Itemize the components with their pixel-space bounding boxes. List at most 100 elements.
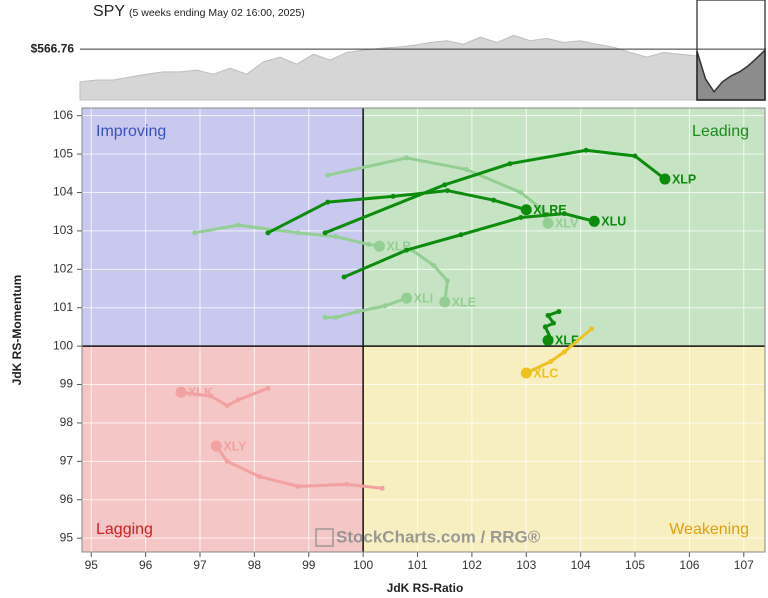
tail-point bbox=[390, 193, 396, 199]
last-value-label: $566.76 bbox=[31, 41, 75, 55]
tail-point bbox=[561, 211, 567, 217]
y-tick-label: 98 bbox=[60, 415, 74, 429]
tail-point bbox=[583, 147, 589, 153]
x-tick-label: 96 bbox=[139, 558, 153, 572]
tail-point bbox=[589, 326, 595, 332]
series-label: XLU bbox=[601, 215, 626, 229]
tail-point bbox=[325, 199, 331, 205]
y-tick-label: 100 bbox=[53, 338, 73, 352]
tail-point bbox=[632, 153, 638, 159]
tail-head bbox=[542, 217, 554, 229]
series-label: XLE bbox=[452, 295, 476, 309]
x-tick-label: 107 bbox=[734, 558, 754, 572]
quadrant-lagging bbox=[82, 346, 364, 552]
tail-point bbox=[444, 278, 450, 284]
tail-head bbox=[542, 334, 554, 346]
quadrant-label: Leading bbox=[692, 123, 749, 140]
tail-head bbox=[588, 215, 600, 227]
tail-line bbox=[524, 327, 594, 375]
tail-line bbox=[342, 212, 596, 279]
y-tick-label: 102 bbox=[53, 261, 73, 275]
series-label: XLI bbox=[414, 291, 433, 305]
tail-point bbox=[257, 474, 263, 480]
recent-box bbox=[696, 0, 766, 101]
quadrant-label: Lagging bbox=[96, 521, 153, 538]
tail-point bbox=[265, 385, 271, 391]
tail-point bbox=[379, 485, 385, 491]
x-tick-label: 103 bbox=[516, 558, 536, 572]
tail-point bbox=[458, 232, 464, 238]
tail-point bbox=[382, 303, 388, 309]
tail-point bbox=[224, 458, 230, 464]
quadrant-leading bbox=[363, 108, 765, 347]
tail-point bbox=[355, 309, 361, 315]
y-tick-label: 99 bbox=[60, 377, 74, 391]
tail-head bbox=[210, 440, 222, 452]
tail-point bbox=[235, 397, 241, 403]
x-tick-label: 98 bbox=[248, 558, 262, 572]
y-tick-label: 97 bbox=[60, 454, 74, 468]
x-tick-label: 97 bbox=[193, 558, 207, 572]
x-tick-label: 104 bbox=[571, 558, 591, 572]
tail-point bbox=[208, 393, 214, 399]
tail-head bbox=[520, 204, 532, 216]
tail-head bbox=[439, 296, 451, 308]
tail-point bbox=[556, 309, 562, 315]
x-tick-label: 99 bbox=[302, 558, 316, 572]
quadrant-weakening bbox=[363, 346, 765, 552]
y-tick-label: 96 bbox=[60, 492, 74, 506]
quadrant-label: Improving bbox=[96, 123, 166, 140]
x-tick-label: 106 bbox=[679, 558, 699, 572]
x-tick-label: 101 bbox=[408, 558, 428, 572]
rrg-panel: 95 96 97 98 99 100 101 102 103 104 105 106 107 95 96 97… bbox=[53, 107, 766, 572]
watermark: StockCharts.com / RRG® bbox=[336, 527, 541, 546]
spy-title: SPY bbox=[93, 3, 125, 20]
y-tick-label: 103 bbox=[53, 223, 73, 237]
series-label: XLY bbox=[223, 439, 247, 453]
y-tick-label: 105 bbox=[53, 146, 73, 160]
y-tick-label: 95 bbox=[60, 530, 74, 544]
tail-line bbox=[323, 148, 667, 235]
x-tick-label: 100 bbox=[353, 558, 373, 572]
series-label: XLK bbox=[188, 386, 213, 400]
tail-point bbox=[507, 161, 513, 167]
tail-point bbox=[341, 274, 347, 280]
y-axis-title: JdK RS-Momentum bbox=[10, 275, 24, 386]
series-label: XLC bbox=[533, 366, 558, 380]
tail-line bbox=[214, 444, 384, 490]
tail-point bbox=[518, 189, 524, 195]
tail-point bbox=[224, 403, 230, 409]
spy-subtitle: (5 weeks ending May 02 16:00, 2025) bbox=[129, 7, 305, 19]
x-tick-label: 95 bbox=[85, 558, 99, 572]
tail-point bbox=[491, 197, 497, 203]
tail-point bbox=[333, 314, 339, 320]
y-tick-label: 104 bbox=[53, 185, 73, 199]
tail-head bbox=[175, 386, 187, 398]
x-tick-label: 102 bbox=[462, 558, 482, 572]
tail-head bbox=[520, 367, 532, 379]
y-tick-label: 106 bbox=[53, 108, 73, 122]
tail-point bbox=[295, 230, 301, 236]
watermark-icon bbox=[315, 528, 334, 547]
tail-point bbox=[542, 324, 548, 330]
tail-point bbox=[550, 320, 556, 326]
tail-line bbox=[410, 248, 449, 304]
tail-point bbox=[404, 247, 410, 253]
tail-point bbox=[548, 358, 554, 364]
tail-point bbox=[322, 314, 328, 320]
tail-point bbox=[366, 241, 372, 247]
tail-point bbox=[344, 481, 350, 487]
tail-point bbox=[518, 214, 524, 220]
tail-point bbox=[333, 234, 339, 240]
plot-frame bbox=[81, 107, 766, 553]
tail-head bbox=[401, 292, 413, 304]
tail-head bbox=[373, 240, 385, 252]
tail-point bbox=[444, 188, 450, 194]
x-axis-title: JdK RS-Ratio bbox=[387, 581, 464, 595]
tail-point bbox=[442, 182, 448, 188]
spy-panel: SPY (5 weeks ending May 02 16:00, 2025) … bbox=[31, 0, 766, 101]
tail-point bbox=[540, 207, 546, 213]
y-tick-label: 101 bbox=[53, 300, 73, 314]
tail-point bbox=[322, 230, 328, 236]
